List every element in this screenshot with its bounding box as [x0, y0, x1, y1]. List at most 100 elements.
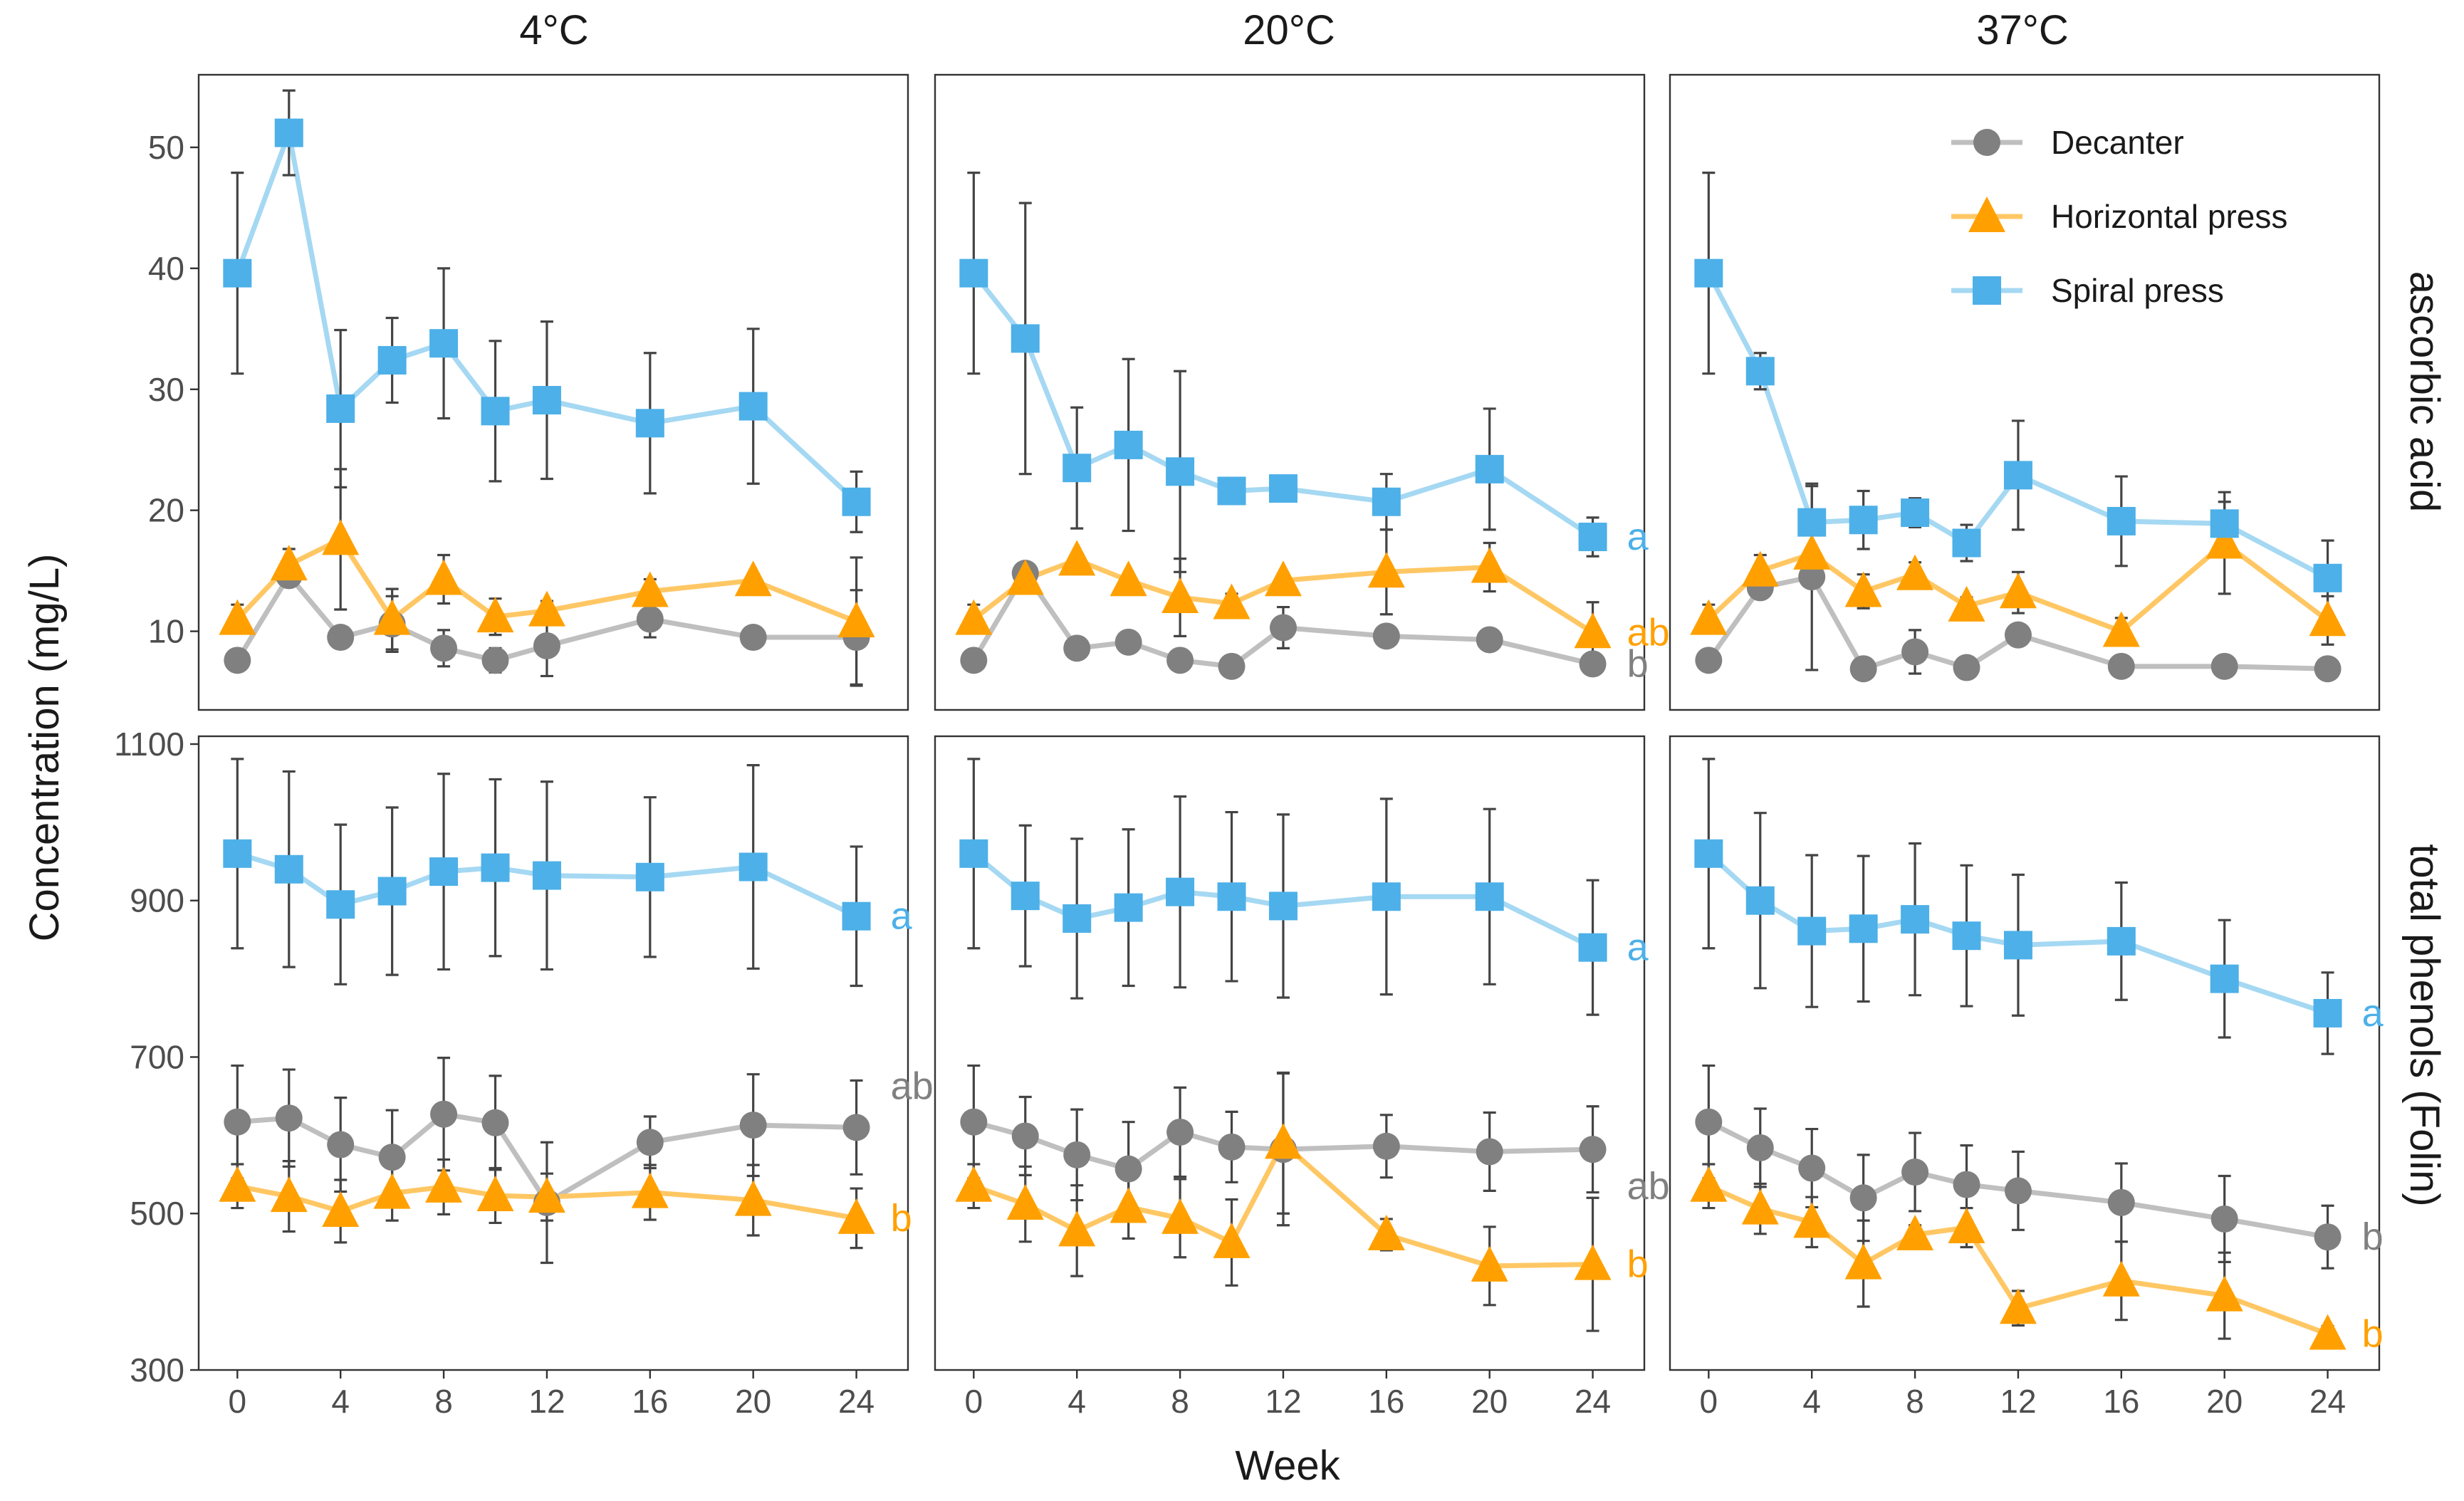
point-horizontal-press-ascorbic-acid-37-c-w6 [1844, 571, 1882, 607]
point-horizontal-press-ascorbic-acid-4-c-w16 [631, 571, 669, 607]
point-horizontal-press-total-phenols-folin-20-c-w8 [1161, 1198, 1199, 1234]
series-line-decanter-ascorbic-acid-20-c [971, 570, 1594, 669]
series-line-decanter-ascorbic-acid-37-c [1706, 574, 2328, 671]
point-horizontal-press-total-phenols-folin-4-c-w10 [476, 1175, 514, 1211]
point-spiral-press-total-phenols-folin-37-c-w2 [1745, 886, 1775, 915]
point-horizontal-press-ascorbic-acid-37-c-w12 [1999, 572, 2037, 609]
point-spiral-press-ascorbic-acid-4-c-w2 [274, 118, 303, 147]
series-line-spiral-press-ascorbic-acid-20-c [971, 271, 1594, 539]
point-decanter-total-phenols-folin-37-c-w2 [1746, 1134, 1774, 1161]
point-spiral-press-total-phenols-folin-4-c-w6 [377, 877, 407, 906]
point-spiral-press-ascorbic-acid-4-c-w16 [635, 409, 664, 438]
series-line-spiral-press-ascorbic-acid-37-c [1706, 272, 2329, 580]
point-horizontal-press-total-phenols-folin-37-c-w10 [1948, 1208, 1985, 1244]
point-horizontal-press-ascorbic-acid-37-c-w0 [1690, 599, 1728, 635]
point-horizontal-press-total-phenols-folin-37-c-w24 [2309, 1314, 2346, 1350]
point-decanter-ascorbic-acid-37-c-w16 [2107, 652, 2135, 680]
point-spiral-press-ascorbic-acid-20-c-w2 [1011, 324, 1040, 353]
point-spiral-press-total-phenols-folin-20-c-w24 [1578, 933, 1607, 962]
point-decanter-total-phenols-folin-4-c-w0 [224, 1108, 251, 1136]
point-spiral-press-total-phenols-folin-20-c-w0 [959, 839, 988, 868]
point-horizontal-press-ascorbic-acid-20-c-w4 [1058, 540, 1096, 576]
series-line-decanter-ascorbic-acid-4-c [235, 572, 857, 663]
x-tick-label-20-c-4: 4 [1067, 1383, 1086, 1420]
point-decanter-ascorbic-acid-37-c-w4 [1798, 563, 1826, 591]
panel-ascorbic-acid-20-c: bab a [934, 73, 1670, 711]
point-horizontal-press-ascorbic-acid-20-c-w16 [1367, 552, 1405, 588]
point-spiral-press-ascorbic-acid-20-c-w6 [1114, 430, 1143, 459]
column-strip-4c: 4°C [519, 7, 588, 53]
x-tick-label-4-c-20: 20 [735, 1383, 771, 1420]
panel-frame-ascorbic-acid-20-c [934, 73, 1646, 711]
point-horizontal-press-total-phenols-folin-20-c-w2 [1006, 1184, 1044, 1220]
point-decanter-ascorbic-acid-20-c-w8 [1166, 647, 1194, 674]
point-horizontal-press-total-phenols-folin-4-c-w6 [373, 1173, 411, 1209]
legend-label-spiral-press: Spiral press [2051, 272, 2224, 309]
point-horizontal-press-ascorbic-acid-37-c-w20 [2205, 523, 2243, 559]
x-tick-label-4-c-12: 12 [528, 1383, 565, 1420]
point-horizontal-press-ascorbic-acid-4-c-w2 [270, 545, 308, 581]
significance-letter-horizontal-press-total-phenols-folin-37-c: b [2362, 1312, 2384, 1355]
x-tick-label-4-c-0: 0 [229, 1383, 247, 1420]
point-spiral-press-ascorbic-acid-20-c-w12 [1268, 474, 1298, 503]
x-tick-label-37-c-16: 16 [2103, 1383, 2139, 1420]
point-spiral-press-ascorbic-acid-4-c-w12 [532, 386, 561, 415]
point-decanter-ascorbic-acid-4-c-w8 [430, 634, 458, 662]
y-tick-label-ascorbic-acid-40: 40 [148, 250, 184, 287]
panel-frame-total-phenols-folin-37-c [1669, 735, 2381, 1371]
point-decanter-total-phenols-folin-37-c-w6 [1849, 1184, 1877, 1212]
point-horizontal-press-ascorbic-acid-4-c-w6 [373, 599, 411, 635]
significance-letter-horizontal-press-total-phenols-folin-4-c: b [891, 1197, 912, 1240]
panel-total-phenols-folin-4-c: 300 500 700 900 1100 0 4 8 12 16 20 24 ab b a [114, 726, 934, 1420]
point-decanter-total-phenols-folin-4-c-w2 [275, 1104, 303, 1132]
point-decanter-total-phenols-folin-20-c-w20 [1476, 1138, 1503, 1166]
point-horizontal-press-total-phenols-folin-20-c-w0 [955, 1166, 993, 1202]
series-line-horizontal-press-total-phenols-folin-4-c [236, 1183, 857, 1221]
point-spiral-press-total-phenols-folin-4-c-w16 [635, 862, 664, 891]
point-decanter-total-phenols-folin-37-c-w10 [1953, 1171, 1980, 1198]
legend-marker-horizontal-press [1968, 197, 2005, 232]
point-spiral-press-total-phenols-folin-4-c-w0 [223, 839, 252, 868]
point-spiral-press-total-phenols-folin-20-c-w16 [1372, 882, 1401, 911]
point-spiral-press-total-phenols-folin-4-c-w20 [738, 852, 768, 882]
legend-item-decanter: Decanter [1951, 124, 2184, 161]
x-tick-label-4-c-16: 16 [632, 1383, 668, 1420]
panel-ascorbic-acid-4-c: 10 20 30 40 50 [148, 73, 909, 711]
point-spiral-press-total-phenols-folin-37-c-w12 [2003, 931, 2032, 960]
row-strip-ascorbic-acid: ascorbic acid [2401, 271, 2448, 512]
point-decanter-total-phenols-folin-4-c-w20 [739, 1112, 767, 1139]
point-spiral-press-total-phenols-folin-20-c-w8 [1166, 877, 1195, 906]
point-decanter-total-phenols-folin-4-c-w8 [430, 1100, 458, 1128]
x-tick-label-20-c-16: 16 [1368, 1383, 1404, 1420]
significance-letter-spiral-press-total-phenols-folin-20-c: a [1627, 926, 1649, 969]
x-tick-label-37-c-4: 4 [1802, 1383, 1821, 1420]
point-spiral-press-ascorbic-acid-4-c-w20 [738, 392, 768, 421]
significance-letter-horizontal-press-total-phenols-folin-20-c: b [1627, 1243, 1649, 1286]
x-tick-label-20-c-12: 12 [1265, 1383, 1301, 1420]
y-axis-title: Concentration (mg/L) [21, 554, 68, 942]
point-spiral-press-ascorbic-acid-20-c-w20 [1475, 454, 1504, 483]
point-spiral-press-total-phenols-folin-4-c-w4 [326, 890, 355, 919]
point-horizontal-press-ascorbic-acid-4-c-w8 [425, 559, 463, 595]
point-horizontal-press-total-phenols-folin-20-c-w4 [1058, 1210, 1096, 1247]
legend: Decanter Horizontal press Spiral press [1951, 124, 2287, 309]
point-decanter-total-phenols-folin-20-c-w8 [1166, 1118, 1194, 1146]
point-spiral-press-ascorbic-acid-4-c-w10 [481, 397, 510, 426]
x-tick-label-4-c-24: 24 [838, 1383, 875, 1420]
point-decanter-ascorbic-acid-37-c-w20 [2210, 652, 2238, 680]
legend-marker-spiral-press [1973, 276, 2001, 305]
point-decanter-ascorbic-acid-37-c-w8 [1901, 638, 1929, 666]
point-horizontal-press-ascorbic-acid-37-c-w4 [1793, 533, 1831, 570]
legend-item-horizontal-press: Horizontal press [1951, 197, 2287, 235]
point-horizontal-press-total-phenols-folin-4-c-w20 [734, 1180, 772, 1216]
series-line-decanter-total-phenols-folin-4-c [237, 1112, 857, 1205]
series-line-horizontal-press-ascorbic-acid-4-c [235, 536, 857, 624]
significance-letter-decanter-total-phenols-folin-4-c: ab [891, 1065, 934, 1107]
point-spiral-press-ascorbic-acid-37-c-w6 [1849, 506, 1878, 535]
point-decanter-ascorbic-acid-4-c-w16 [636, 605, 664, 633]
point-decanter-total-phenols-folin-20-c-w6 [1114, 1155, 1142, 1183]
point-decanter-ascorbic-acid-37-c-w10 [1953, 654, 1980, 681]
point-horizontal-press-total-phenols-folin-20-c-w16 [1367, 1214, 1405, 1250]
point-decanter-ascorbic-acid-4-c-w12 [533, 632, 560, 659]
